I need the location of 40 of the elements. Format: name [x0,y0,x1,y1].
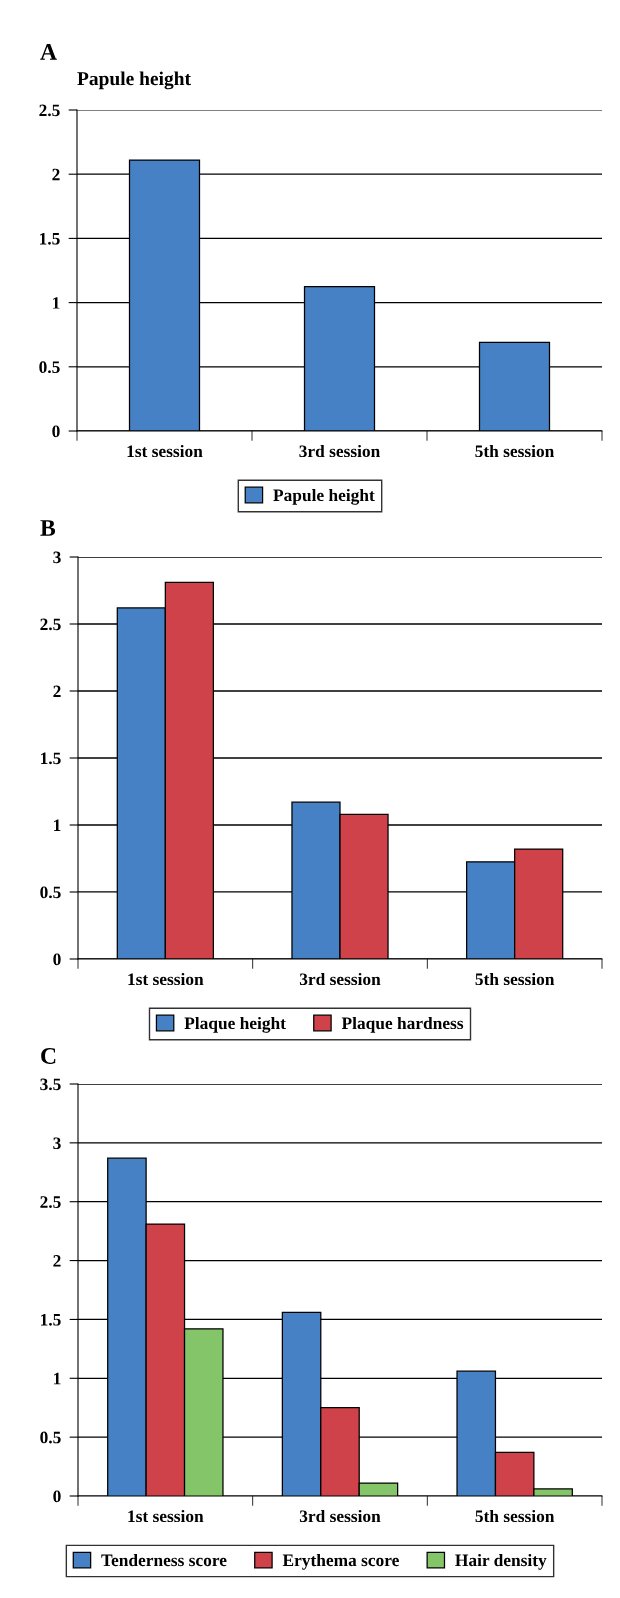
text: A [40,44,57,60]
y-tick-label: 0.5 [40,1431,61,1444]
legend-label: Plaque height [184,1016,286,1033]
y-tick-label: 2 [53,685,61,698]
legend-label: Erythema score [282,1553,399,1570]
y-tick-label: 2 [53,1255,61,1267]
y-tick-label: 1.5 [41,752,61,765]
legend-label: Hair density [455,1553,547,1570]
y-tick-label: 3 [53,551,61,564]
y-tick-label: 2.5 [40,1196,61,1208]
y-tick-label: 1 [53,297,60,309]
x-tick-label: 5th session [475,444,555,458]
legend-label: Plaque hardness [341,1016,464,1033]
text: C [41,1048,56,1064]
y-tick-label: 0.5 [40,886,61,899]
y-tick-label: 3 [53,1137,61,1150]
y-tick-label: 2.5 [40,618,61,631]
y-tick-label: 0 [53,953,61,966]
y-tick-label: 3.5 [40,1078,61,1091]
y-tick-label: 1 [54,1372,61,1385]
text: B [40,520,56,536]
x-tick-label: 3rd session [299,972,381,986]
legend-label: Tenderness score [101,1553,227,1567]
x-tick-label: 5th session [475,1509,555,1523]
x-tick-label: 1st session [127,444,203,458]
y-tick-label: 1 [54,819,61,832]
x-tick-label: 3rd session [299,1509,381,1523]
y-tick-label: 0 [52,425,60,438]
y-tick-label: 0 [53,1490,61,1503]
y-tick-label: 2.5 [39,104,60,117]
y-tick-label: 1.5 [41,1313,61,1326]
x-tick-label: 1st session [128,1509,204,1523]
y-tick-label: 1.5 [40,232,60,245]
x-tick-label: 1st session [128,972,204,986]
y-tick-label: 0.5 [39,361,60,374]
legend-label: Papule height [273,488,375,505]
chart-title: Papule height [77,71,191,90]
y-tick-label: 2 [52,168,60,181]
x-tick-label: 5th session [475,972,555,986]
x-tick-label: 3rd session [299,444,380,458]
